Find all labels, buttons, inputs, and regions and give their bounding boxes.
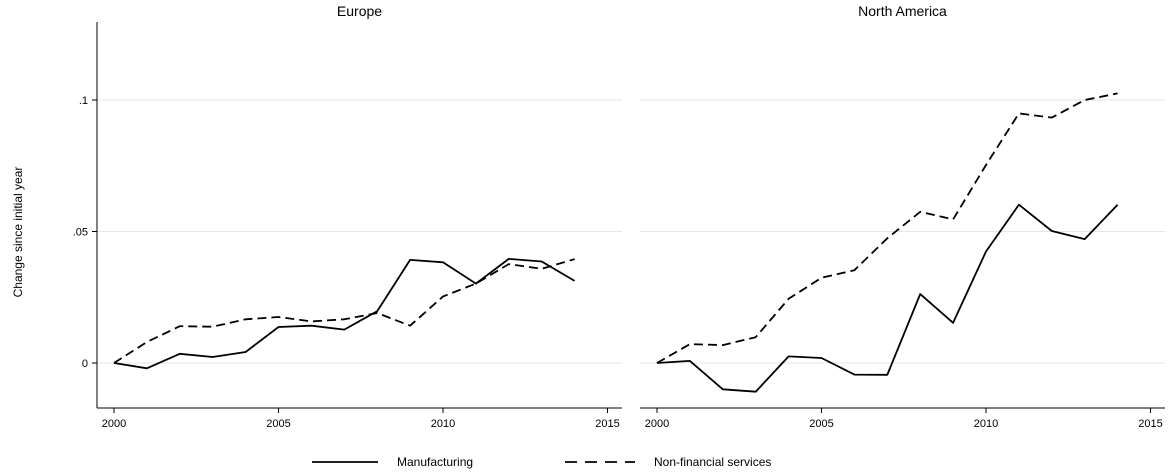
series-line-manufacturing xyxy=(113,257,576,370)
y-tick-label: 0 xyxy=(82,358,88,370)
panel-title: North America xyxy=(858,3,947,19)
panel-title: Europe xyxy=(337,3,382,19)
x-tick-label: 2015 xyxy=(1138,418,1162,430)
series-line-manufacturing xyxy=(656,203,1119,393)
chart-panels: Europe 2000 2005 2010 2015 0 .05 .1 Change since… xyxy=(11,3,1165,430)
x-tick-label: 2000 xyxy=(645,418,669,430)
series-line-non-financial-services xyxy=(113,258,575,364)
y-axis-title: Change since initial year xyxy=(11,167,25,298)
legend-label-manufacturing: Manufacturing xyxy=(397,455,473,469)
panel-europe: Europe 2000 2005 2010 2015 0 .05 .1 Change since… xyxy=(11,3,622,430)
panel-north-america: North America 2000 2005 2010 2015 xyxy=(640,3,1165,430)
x-tick-label: 2010 xyxy=(974,418,998,430)
legend: Manufacturing Non-financial services xyxy=(312,455,771,469)
x-tick-label: 2005 xyxy=(809,418,833,430)
y-tick-label: .05 xyxy=(73,227,88,239)
x-tick-label: 2010 xyxy=(431,418,455,430)
legend-label-non-financial-services: Non-financial services xyxy=(654,455,771,469)
x-tick-label: 2005 xyxy=(266,418,290,430)
x-tick-label: 2000 xyxy=(102,418,126,430)
y-tick-label: .1 xyxy=(79,95,88,107)
x-tick-label: 2015 xyxy=(595,418,619,430)
series-line-non-financial-services xyxy=(656,92,1118,364)
